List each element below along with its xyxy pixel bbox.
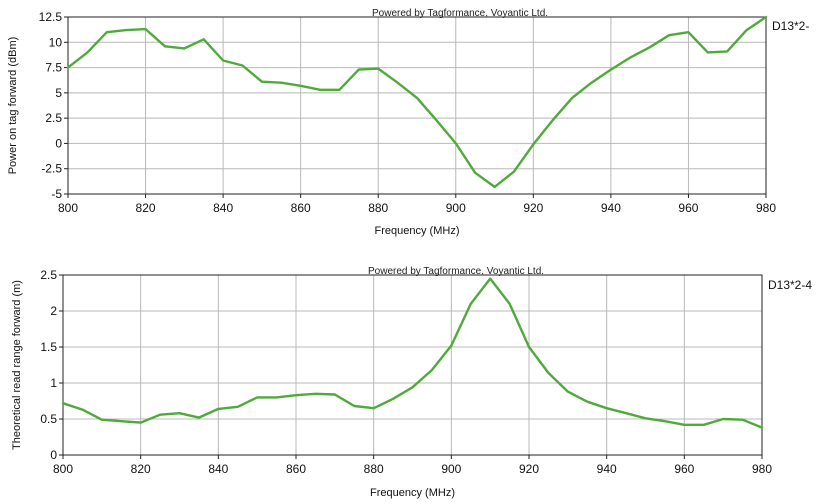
plot-area [62, 274, 763, 456]
x-tick-label: 820 [136, 201, 156, 215]
watermark-text: Powered by Tagformance, Voyantic Ltd. [368, 266, 544, 277]
x-axis-title: Frequency (MHz) [375, 225, 460, 237]
x-tick-label: 840 [208, 462, 228, 476]
y-tick-label: 5 [55, 86, 62, 100]
y-tick-label: 12.5 [39, 10, 63, 24]
x-tick-label: 980 [752, 462, 772, 476]
y-tick-label: 1 [50, 376, 57, 390]
y-axis-title: Theoretical read range forward (m) [11, 280, 23, 450]
x-tick-label: 880 [368, 201, 388, 215]
y-tick-label: 2.5 [40, 268, 57, 282]
x-tick-label: 800 [53, 462, 73, 476]
y-tick-label: 2.5 [45, 111, 62, 125]
y-tick-label: 0.5 [40, 412, 57, 426]
legend-label: D13*2-4 [768, 278, 812, 292]
y-tick-label: 0 [50, 448, 57, 462]
y-tick-label: 0 [55, 136, 62, 150]
x-tick-label: 960 [678, 201, 698, 215]
x-tick-label: 840 [213, 201, 233, 215]
watermark-text: Powered by Tagformance, Voyantic Ltd. [372, 8, 548, 19]
legend-label: D13*2- [772, 19, 809, 33]
series-line-1 [66, 15, 768, 189]
y-tick-label: 10 [49, 35, 63, 49]
x-axis-title: Frequency (MHz) [370, 487, 455, 499]
x-tick-label: 980 [756, 201, 776, 215]
x-tick-label: 960 [674, 462, 694, 476]
plot-area [67, 16, 767, 195]
x-tick-label: 800 [58, 201, 78, 215]
series-line-1 [61, 277, 764, 429]
x-tick-label: 940 [601, 201, 621, 215]
x-tick-label: 940 [597, 462, 617, 476]
x-tick-label: 900 [441, 462, 461, 476]
y-tick-label: -2.5 [41, 162, 62, 176]
x-tick-label: 920 [523, 201, 543, 215]
x-tick-label: 860 [291, 201, 311, 215]
x-tick-label: 820 [131, 462, 151, 476]
y-axis-title: Power on tag forward (dBm) [7, 37, 19, 175]
y-tick-label: 2 [50, 304, 57, 318]
chart-2: 0 0.5 1 1.5 2 2.5 800 820 840 860 880 900 920 940 960 9… [11, 266, 812, 499]
y-tick-label: 7.5 [45, 61, 62, 75]
x-tick-label: 860 [286, 462, 306, 476]
chart-1: -5 -2.5 0 2.5 5 7.5 10 12.5 800 820 840 860 880 900 92… [7, 8, 809, 237]
x-tick-label: 880 [364, 462, 384, 476]
x-tick-label: 920 [519, 462, 539, 476]
x-tick-label: 900 [446, 201, 466, 215]
y-tick-label: 1.5 [40, 340, 57, 354]
y-tick-label: -5 [51, 187, 62, 201]
